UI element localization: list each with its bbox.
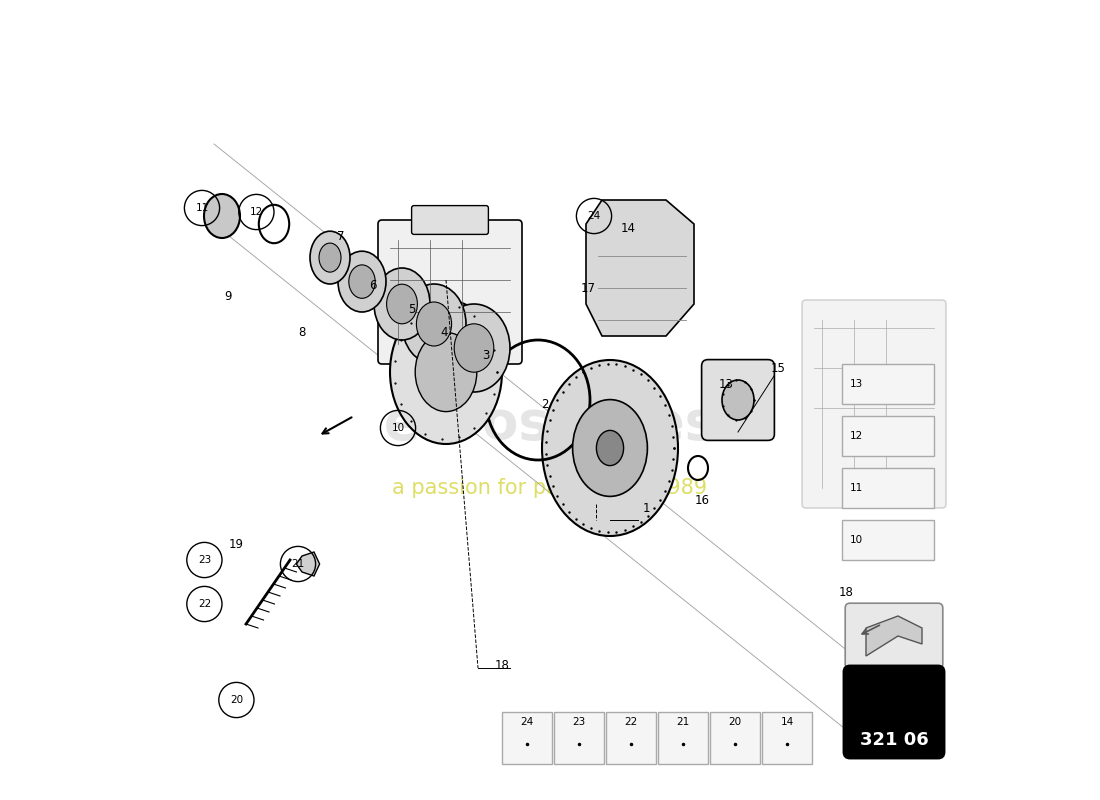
Text: 321 06: 321 06 (859, 731, 928, 749)
Ellipse shape (204, 194, 240, 238)
Text: 1: 1 (642, 502, 650, 514)
FancyBboxPatch shape (802, 300, 946, 508)
FancyBboxPatch shape (844, 666, 945, 758)
FancyBboxPatch shape (702, 360, 774, 440)
Ellipse shape (596, 430, 624, 466)
Text: 21: 21 (676, 718, 690, 727)
Ellipse shape (310, 231, 350, 284)
Bar (606, 712, 657, 764)
Ellipse shape (386, 284, 417, 324)
Polygon shape (866, 616, 922, 656)
Ellipse shape (438, 304, 510, 392)
Bar (842, 468, 934, 508)
Text: 9: 9 (224, 290, 232, 302)
Text: 16: 16 (694, 494, 710, 506)
Bar (502, 712, 552, 764)
Text: 20: 20 (230, 695, 243, 705)
Text: 24: 24 (520, 718, 534, 727)
Ellipse shape (722, 380, 754, 420)
FancyBboxPatch shape (845, 603, 943, 669)
Text: 24: 24 (587, 211, 601, 221)
Text: 3: 3 (482, 350, 490, 362)
Text: 13: 13 (718, 378, 734, 390)
Ellipse shape (417, 302, 452, 346)
Ellipse shape (319, 243, 341, 272)
Ellipse shape (349, 265, 375, 298)
Text: 4: 4 (441, 326, 448, 338)
Bar (710, 712, 760, 764)
Text: 14: 14 (781, 718, 794, 727)
Polygon shape (586, 200, 694, 336)
Text: 12: 12 (250, 207, 263, 217)
Bar (762, 712, 813, 764)
Text: a passion for parts since 1989: a passion for parts since 1989 (393, 478, 707, 498)
Text: 23: 23 (573, 718, 586, 727)
Text: 8: 8 (298, 326, 306, 338)
Text: 23: 23 (198, 555, 211, 565)
Ellipse shape (415, 333, 476, 411)
Ellipse shape (454, 324, 494, 372)
Ellipse shape (390, 300, 502, 444)
Text: 5: 5 (408, 303, 416, 316)
Text: 20: 20 (728, 718, 741, 727)
Ellipse shape (573, 399, 648, 496)
Text: 7: 7 (337, 230, 344, 242)
FancyBboxPatch shape (411, 206, 488, 234)
Text: 19: 19 (229, 538, 244, 550)
Polygon shape (296, 552, 320, 576)
Text: 13: 13 (850, 379, 864, 389)
Text: 18: 18 (495, 659, 509, 672)
Text: 21: 21 (292, 559, 305, 569)
Bar (554, 712, 604, 764)
Text: 2: 2 (541, 398, 548, 410)
Bar (842, 364, 934, 404)
Text: 11: 11 (850, 483, 864, 493)
Bar (842, 520, 934, 560)
Text: 6: 6 (368, 279, 376, 292)
Text: 22: 22 (625, 718, 638, 727)
Ellipse shape (402, 284, 466, 364)
Text: 22: 22 (198, 599, 211, 609)
Text: 18: 18 (838, 586, 854, 598)
Ellipse shape (542, 360, 678, 536)
FancyBboxPatch shape (378, 220, 522, 364)
Text: 11: 11 (196, 203, 209, 213)
Bar (658, 712, 708, 764)
Text: 10: 10 (850, 535, 864, 545)
Text: 10: 10 (392, 423, 405, 433)
Text: 12: 12 (850, 431, 864, 441)
Bar (842, 416, 934, 456)
Text: eurospares: eurospares (384, 398, 716, 450)
Text: 17: 17 (581, 282, 596, 294)
Ellipse shape (374, 268, 430, 340)
Text: 14: 14 (620, 222, 636, 234)
Ellipse shape (338, 251, 386, 312)
Text: 15: 15 (771, 362, 785, 374)
